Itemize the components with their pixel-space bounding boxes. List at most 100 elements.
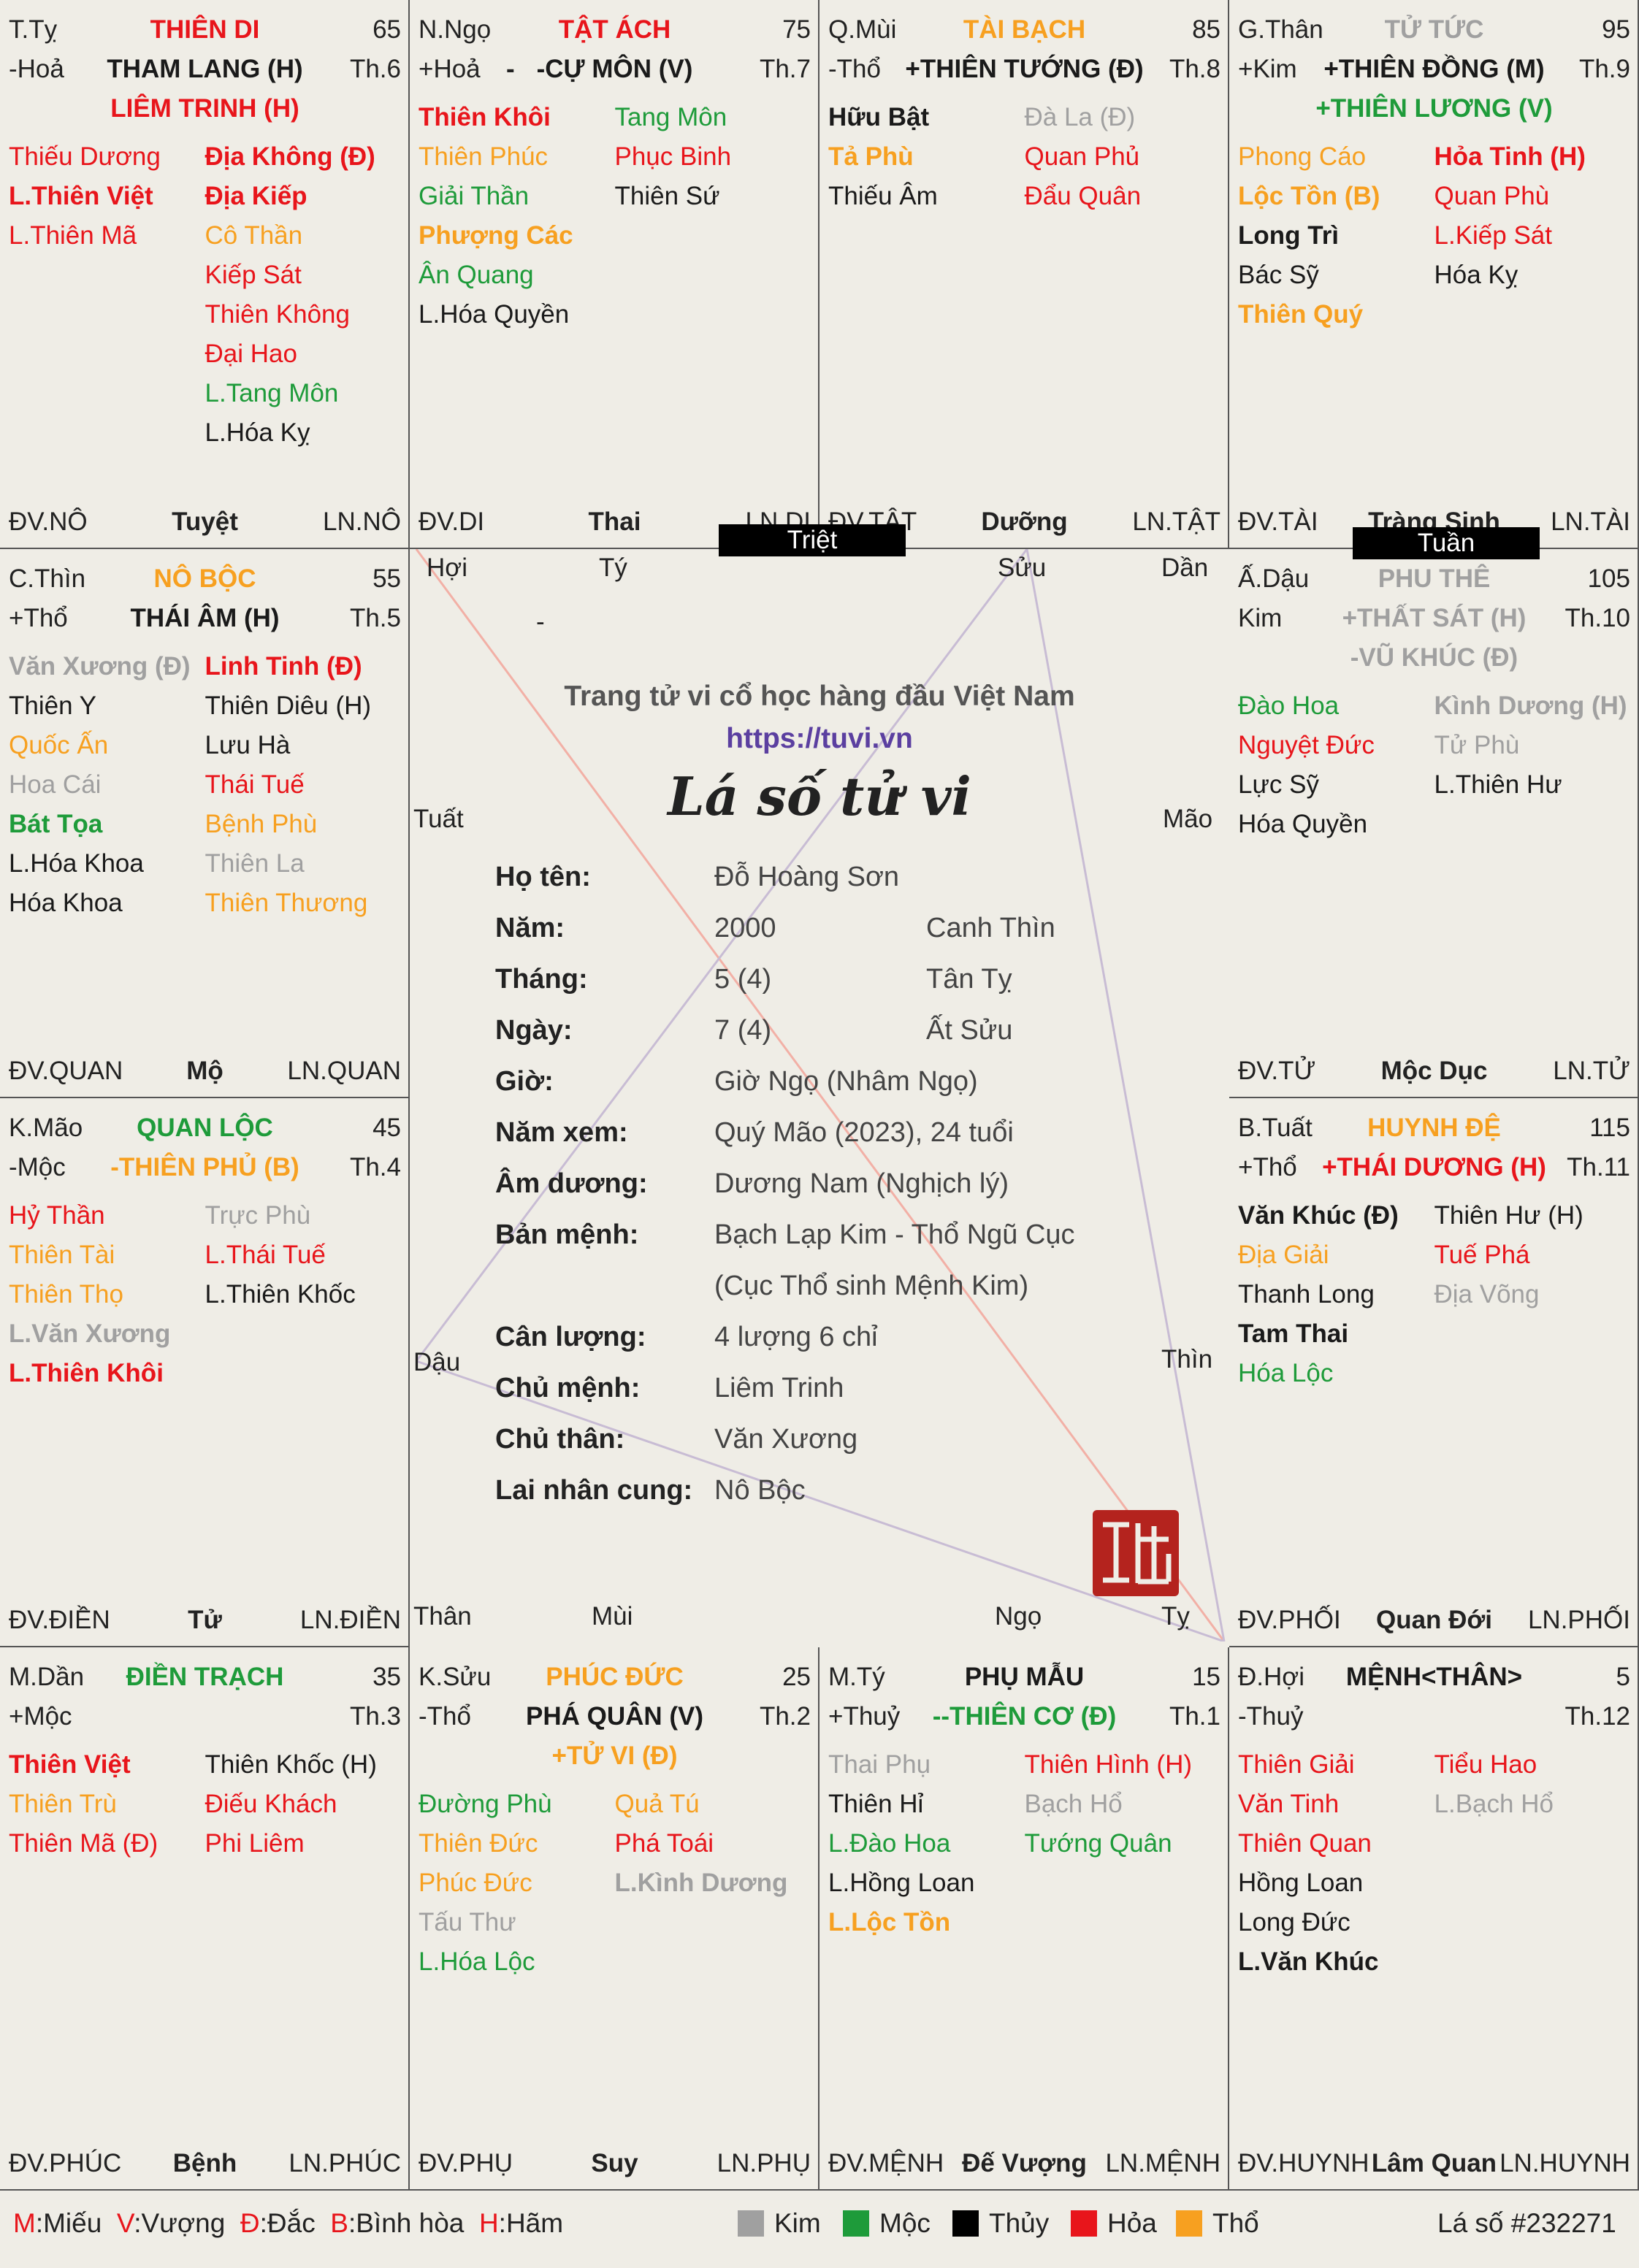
- thuy-swatch: [952, 2210, 979, 2237]
- legend-h-text: :Hãm: [498, 2208, 564, 2238]
- palace-sub-star: +TỬ VI (Đ): [551, 1742, 678, 1770]
- info-k: Giờ:: [495, 1066, 554, 1097]
- palace-age: 35: [372, 1663, 401, 1691]
- center-url[interactable]: https://tuvi.vn: [726, 723, 913, 754]
- palace-name: PHU THÊ: [1378, 564, 1491, 593]
- palace-tuat[interactable]: B.Tuất HUYNH ĐỆ 115 +Thổ +THÁI DƯƠNG (H) Th.1…: [1229, 1098, 1639, 1647]
- palace-can-chi: K.Sửu: [419, 1663, 492, 1691]
- legend-h: H: [478, 2208, 499, 2238]
- palace-dan[interactable]: M.Dần ĐIỀN TRẠCH 35 +Mộc Th.3 Thiên Việt Thiên…: [0, 1647, 410, 2191]
- palace-luu-nien: LN.PHỐI: [1527, 1606, 1630, 1634]
- palace-luu-nien: LN.QUAN: [287, 1057, 401, 1085]
- branch-dan: Dần: [1161, 553, 1209, 582]
- info-v: Liêm Trinh: [714, 1373, 844, 1403]
- legend-tho: Thổ: [1212, 2208, 1259, 2238]
- palace-element: -Thuỷ: [1238, 1702, 1304, 1731]
- center-title: Lá số tử vi: [668, 765, 971, 827]
- palace-header-row2: +Thổ THÁI ÂM (H) Th.5: [9, 599, 401, 638]
- palace-main-star: +THIÊN ĐỒNG (M): [1323, 55, 1545, 83]
- star-item: L.Thiên Hư: [1434, 770, 1562, 799]
- palace-name: THIÊN DI: [150, 15, 260, 44]
- palace-mao[interactable]: K.Mão QUAN LỘC 45 -Mộc -THIÊN PHỦ (B) Th.4 Hỷ …: [0, 1098, 410, 1647]
- star-item: Bác Sỹ: [1238, 261, 1319, 289]
- palace-header-row2: +Mộc Th.3: [9, 1697, 401, 1736]
- palace-tyz[interactable]: M.Tý PHỤ MẪU 15 +Thuỷ --THIÊN CƠ (Đ) Th.1 Thai…: [820, 1647, 1229, 2191]
- legend-b-text: :Bình hòa: [348, 2208, 465, 2238]
- palace-age: 75: [782, 15, 811, 44]
- star-item: Tam Thai: [1238, 1319, 1349, 1348]
- palace-truong-sinh: Thai: [588, 507, 641, 536]
- palace-header-row1: M.Tý PHỤ MẪU 15: [828, 1658, 1220, 1697]
- palace-ngo[interactable]: N.Ngọ TẬT ÁCH 75 +Hoả -CỰ MÔN (V) - Th.7 Thiên …: [410, 0, 820, 549]
- palace-stars-left: Thiên Giải Văn Tinh Thiên Quan Hồng Loan Lon…: [1238, 1745, 1434, 1982]
- palace-stars: Đường Phù Thiên Đức Phúc Đức Tấu Thư L.Hóa L…: [419, 1785, 811, 1982]
- legend-d: Đ: [240, 2208, 260, 2238]
- palace-dai-van: ĐV.HUYNH: [1238, 2149, 1369, 2177]
- star-item: Trực Phù: [205, 1201, 311, 1230]
- palace-suu[interactable]: K.Sửu PHÚC ĐỨC 25 -Thổ PHÁ QUÂN (V) Th.2 +TỬ V…: [410, 1647, 820, 2191]
- palace-header-row2: -Thuỷ Th.12: [1238, 1697, 1630, 1736]
- star-item: Lưu Hà: [205, 731, 291, 759]
- palace-header-row2: -Mộc -THIÊN PHỦ (B) Th.4: [9, 1148, 401, 1187]
- palace-stars: Thiên Khôi Thiên Phúc Giải Thần Phượng Các Â…: [419, 98, 811, 334]
- palace-element: +Thuỷ: [828, 1702, 901, 1731]
- palace-luu-nien: LN.HUYNH: [1499, 2149, 1630, 2177]
- palace-luu-nien: LN.ĐIỀN: [299, 1606, 401, 1634]
- palace-can-chi: T.Tỵ: [9, 15, 58, 44]
- palace-luu-nien: LN.PHÚC: [289, 2149, 401, 2177]
- star-item: Thiên Diêu (H): [205, 691, 372, 720]
- palace-stars-right: Thiên Hư (H) Tuế Phá Địa Võng: [1434, 1196, 1631, 1393]
- palace-element: +Hoả: [419, 55, 481, 83]
- palace-hoi[interactable]: Đ.Hợi MỆNH<THÂN> 5 -Thuỷ Th.12 Thiên Giải Văn …: [1229, 1647, 1639, 2191]
- palace-name: PHÚC ĐỨC: [546, 1663, 684, 1691]
- star-item: Bạch Hổ: [1024, 1790, 1123, 1818]
- palace-luu-nien: LN.TẬT: [1132, 507, 1220, 536]
- star-item: L.Kiếp Sát: [1434, 221, 1553, 250]
- star-item: Thiên Thương: [205, 889, 368, 917]
- palace-main-star: THÁI ÂM (H): [130, 604, 280, 632]
- star-item: Thiên Hư (H): [1434, 1201, 1583, 1230]
- info-v2: Ất Sửu: [926, 1015, 1013, 1046]
- center-tagline: Trang tử vi cổ học hàng đầu Việt Nam: [564, 681, 1075, 712]
- palace-mui[interactable]: Q.Mùi TÀI BẠCH 85 -Thổ +THIÊN TƯỚNG (Đ) Th.8 H…: [820, 0, 1229, 549]
- palace-th: Th.6: [349, 55, 401, 83]
- palace-age: 95: [1602, 15, 1630, 44]
- palace-than[interactable]: G.Thân TỬ TỨC 95 +Kim +THIÊN ĐỒNG (M) Th.9 +TH…: [1229, 0, 1639, 549]
- star-item: Thiên Y: [9, 691, 96, 720]
- palace-ty[interactable]: T.Tỵ THIÊN DI 65 -Hoả THAM LANG (H) Th.6 LIÊM …: [0, 0, 410, 549]
- palace-main-star: THAM LANG (H): [107, 55, 303, 83]
- palace-stars: Thiên Việt Thiên Trù Thiên Mã (Đ) Thiên Khố…: [9, 1745, 401, 1863]
- star-item: Tướng Quân: [1024, 1829, 1172, 1858]
- star-item: Tả Phù: [828, 142, 914, 171]
- star-item: Thiên Đức: [419, 1829, 538, 1858]
- palace-main-star: +THIÊN TƯỚNG (Đ): [905, 55, 1144, 83]
- palace-truong-sinh: Dưỡng: [981, 507, 1068, 536]
- palace-can-chi: Đ.Hợi: [1238, 1663, 1305, 1691]
- palace-age: 105: [1587, 564, 1630, 593]
- palace-header-row2: -Hoả THAM LANG (H) Th.6: [9, 50, 401, 89]
- palace-stars-right: Tang Môn Phục Binh Thiên Sứ: [615, 98, 811, 334]
- star-item: L.Thiên Việt: [9, 182, 153, 210]
- palace-name: HUYNH ĐỆ: [1367, 1114, 1501, 1142]
- star-item: Hỷ Thần: [9, 1201, 105, 1230]
- star-item: L.Lộc Tồn: [828, 1908, 951, 1936]
- star-item: Thiên Việt: [9, 1750, 131, 1779]
- legend-d-text: :Đắc: [259, 2208, 316, 2238]
- palace-can-chi: M.Tý: [828, 1663, 885, 1691]
- tho-swatch: [1176, 2210, 1202, 2237]
- palace-luu-nien: LN.TÀI: [1551, 507, 1630, 536]
- palace-dau[interactable]: Ấ.Dậu PHU THÊ 105 Kim +THẤT SÁT (H) Th.10 -VŨ …: [1229, 549, 1639, 1098]
- star-item: Phục Binh: [614, 142, 732, 171]
- palace-sub-star: LIÊM TRINH (H): [110, 94, 299, 123]
- star-item: L.Kình Dương: [614, 1869, 788, 1897]
- palace-stars: Thai Phụ Thiên Hỉ L.Đào Hoa L.Hồng Loan L.Lộ…: [828, 1745, 1220, 1942]
- info-k: Bản mệnh:: [495, 1219, 639, 1250]
- palace-footer: ĐV.TỬ Mộc Dục LN.TỬ: [1238, 1051, 1630, 1085]
- palace-thin[interactable]: C.Thìn NÔ BỘC 55 +Thổ THÁI ÂM (H) Th.5 Văn Xươ…: [0, 549, 410, 1098]
- palace-truong-sinh: Lâm Quan: [1371, 2149, 1497, 2177]
- palace-main-star: +THẤT SÁT (H): [1342, 604, 1527, 632]
- kim-swatch: [738, 2210, 764, 2237]
- legend-m-text: :Miếu: [35, 2208, 102, 2238]
- info-v: Giờ Ngọ (Nhâm Ngọ): [714, 1066, 978, 1097]
- palace-stars: Văn Khúc (Đ) Địa Giải Thanh Long Tam Thai Hó…: [1238, 1196, 1630, 1393]
